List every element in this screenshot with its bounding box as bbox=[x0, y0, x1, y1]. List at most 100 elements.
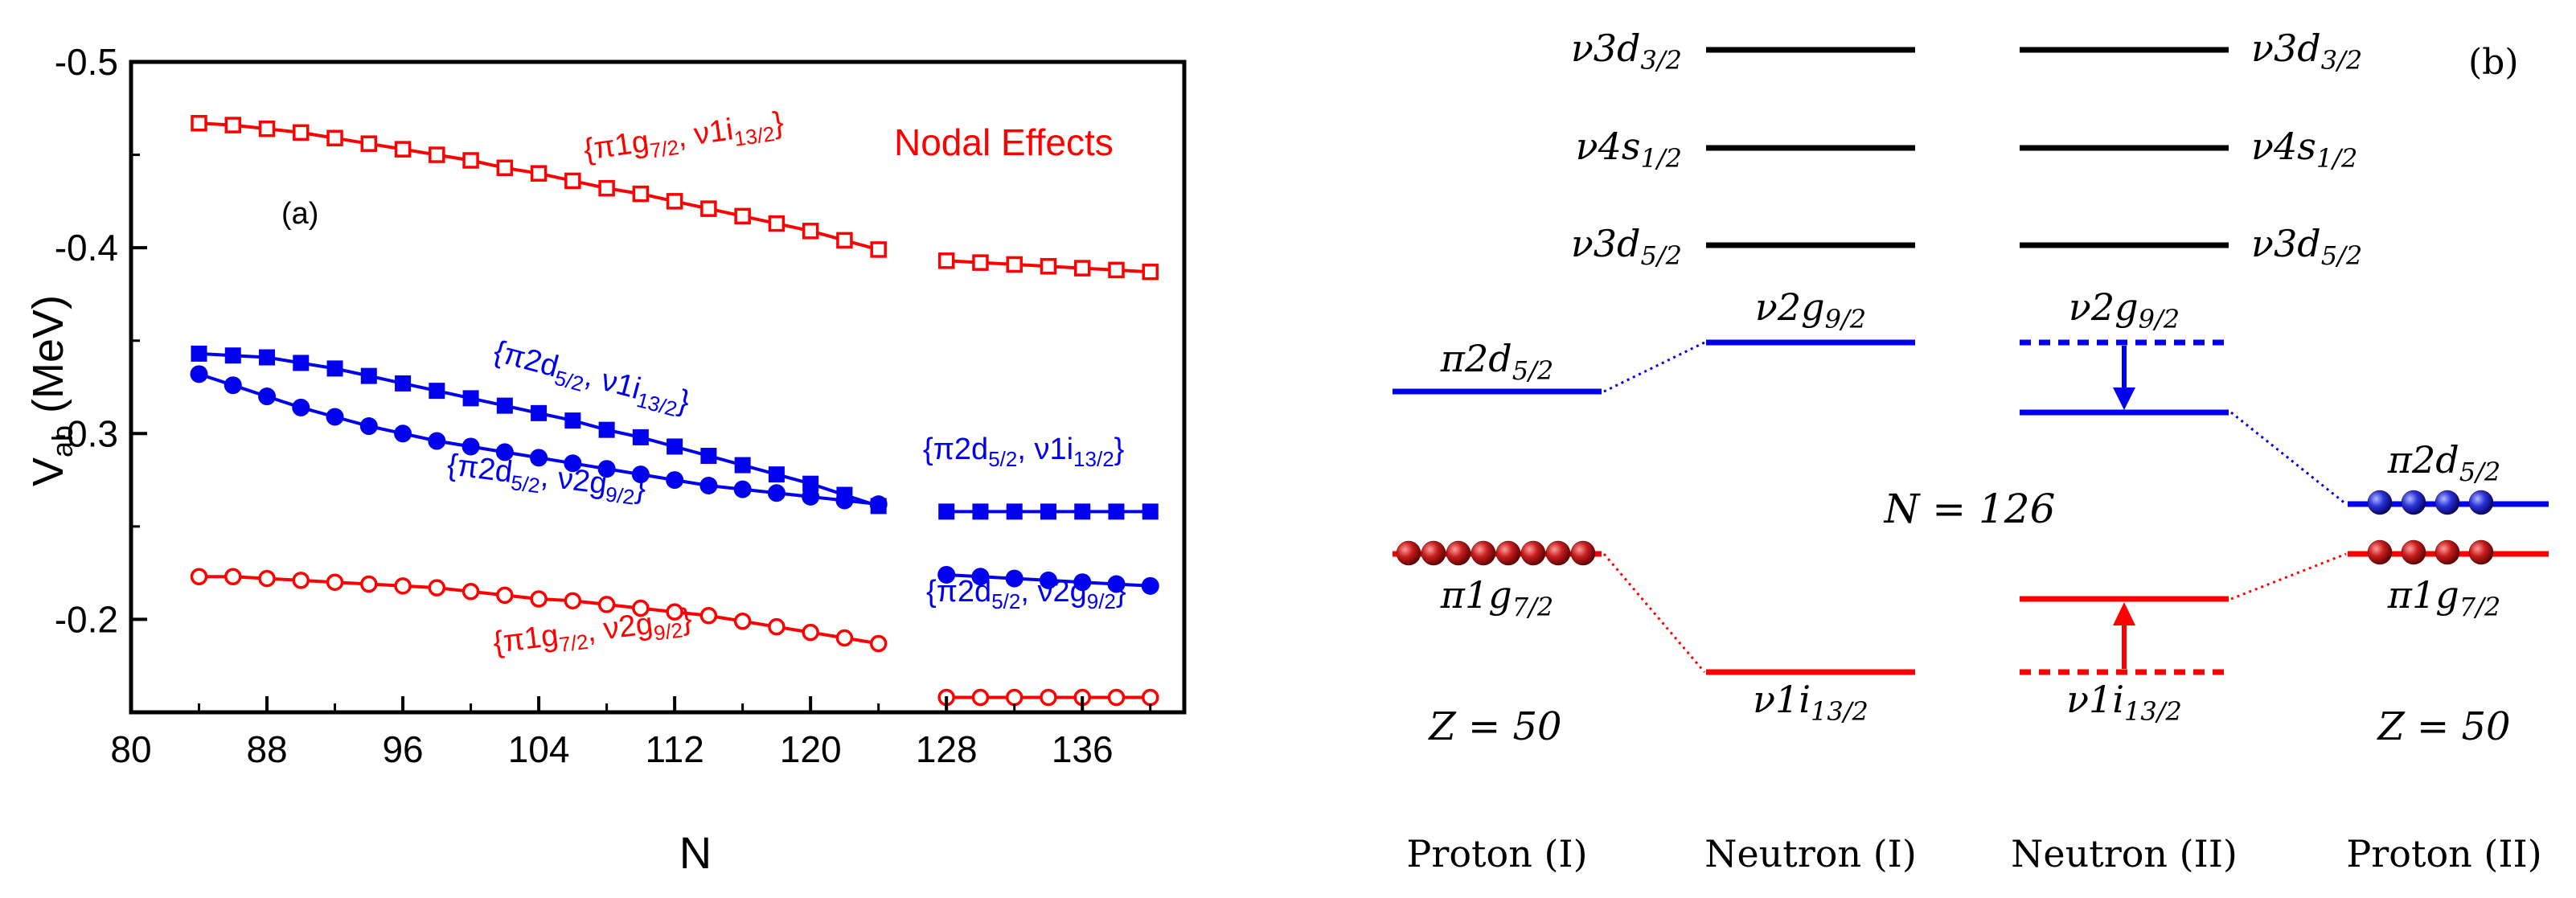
panel-a-line-chart: 80 88 96 104 112 120 128 136 -0.5 -0.4 -0.3 -0.2 (a… bbox=[24, 41, 1187, 878]
proton-ball-blue bbox=[2367, 490, 2393, 515]
proton-ball-red bbox=[2401, 539, 2426, 565]
panel-b-level-scheme: (b) ν3d3/2 ν4s1/2 ν3d5/2 ν3d3/2 ν4s1/2 ν… bbox=[1393, 27, 2549, 875]
column-proton-I: Proton (I) bbox=[1406, 832, 1587, 875]
nodal-effects-label: Nodal Effects bbox=[894, 121, 1114, 163]
data-point bbox=[1107, 688, 1126, 707]
seg: } bbox=[679, 602, 694, 637]
seg: } bbox=[634, 471, 648, 506]
data-point bbox=[1108, 261, 1125, 279]
seg: , ν1i bbox=[1017, 433, 1073, 466]
data-point bbox=[666, 603, 683, 621]
seg: , ν2g bbox=[539, 460, 609, 502]
z-label-right: Z = 50 bbox=[2376, 704, 2510, 749]
proton-ball-red bbox=[2468, 539, 2494, 565]
data-point bbox=[1039, 571, 1057, 589]
panel-a-tag: (a) bbox=[281, 197, 318, 231]
data-point bbox=[598, 421, 615, 438]
data-point bbox=[700, 200, 717, 217]
x-tick-label: 104 bbox=[508, 728, 570, 770]
data-point bbox=[598, 179, 615, 197]
label-nu2g92-neutron-II: ν2g9/2 bbox=[2069, 285, 2180, 334]
data-point bbox=[224, 347, 241, 364]
sub: 5/2 bbox=[2459, 457, 2501, 487]
sub: 13/2 bbox=[634, 387, 680, 421]
seg: {π1g bbox=[581, 125, 650, 167]
column-neutron-II: Neutron (II) bbox=[2011, 832, 2238, 875]
data-point bbox=[768, 617, 786, 636]
data-point bbox=[191, 115, 207, 132]
y-label-unit: (MeV) bbox=[24, 295, 72, 425]
sub: 7/2 bbox=[648, 135, 680, 163]
label-nu2g92-neutron-I: ν2g9/2 bbox=[1755, 285, 1866, 334]
y-label-sub: ab bbox=[46, 425, 79, 457]
data-point bbox=[360, 575, 378, 593]
data-point bbox=[802, 487, 820, 506]
proton-ball-red bbox=[1570, 540, 1596, 566]
connector-red-left bbox=[1602, 553, 1706, 673]
data-point bbox=[1040, 503, 1056, 520]
data-point bbox=[326, 360, 343, 377]
data-point bbox=[326, 408, 344, 426]
main: π2d bbox=[2387, 438, 2459, 482]
proton-ball-blue bbox=[2401, 490, 2426, 515]
data-point bbox=[836, 232, 853, 249]
series-2 bbox=[190, 365, 1159, 595]
data-point bbox=[1006, 503, 1023, 520]
y-tick-label: -0.2 bbox=[55, 598, 118, 640]
proton-ball-blue bbox=[2434, 490, 2460, 515]
data-point bbox=[733, 612, 752, 630]
main: ν1i bbox=[1753, 678, 1811, 721]
main: ν4s bbox=[2251, 125, 2316, 168]
sub: 3/2 bbox=[2321, 45, 2363, 76]
data-point bbox=[496, 397, 513, 414]
label-pi1g72-proton-I: π1g7/2 bbox=[1440, 573, 1553, 622]
seg: } bbox=[771, 105, 786, 140]
series-label-pi2d-nu2g: {π2d5/2, ν2g9/2} bbox=[445, 448, 648, 511]
plot-frame bbox=[129, 59, 1187, 715]
series-1 bbox=[191, 345, 1159, 520]
shift-arrow-head-up-icon bbox=[2113, 602, 2135, 625]
main: π1g bbox=[2387, 573, 2459, 617]
data-point bbox=[971, 688, 990, 707]
sub: 5/2 bbox=[1641, 240, 1683, 271]
sub: 7/2 bbox=[558, 629, 590, 657]
data-point bbox=[597, 596, 616, 613]
data-point bbox=[1074, 503, 1091, 520]
data-point bbox=[869, 495, 888, 514]
proton-ball-red bbox=[1396, 540, 1421, 566]
label-pi1g72-proton-II: π1g7/2 bbox=[2387, 573, 2500, 622]
data-point bbox=[293, 355, 310, 371]
data-point bbox=[394, 424, 412, 443]
seg: {π2d bbox=[923, 433, 988, 466]
main: ν2g bbox=[2069, 285, 2139, 329]
proton-ball-red bbox=[1421, 540, 1446, 566]
data-point bbox=[1142, 263, 1159, 281]
series-0 bbox=[191, 115, 1159, 281]
data-point bbox=[666, 471, 684, 490]
data-point bbox=[293, 124, 310, 141]
data-point bbox=[360, 367, 377, 384]
main: π2d bbox=[1440, 337, 1512, 380]
main: π1g bbox=[1440, 573, 1512, 617]
data-point bbox=[258, 120, 276, 137]
data-point bbox=[564, 454, 582, 473]
data-point bbox=[292, 572, 310, 589]
sub: 13/2 bbox=[1811, 696, 1868, 727]
connector-blue-right bbox=[2230, 411, 2347, 506]
data-point bbox=[835, 629, 854, 647]
data-point bbox=[632, 599, 650, 617]
data-point bbox=[495, 443, 514, 461]
pi1g72-proton-I-occupancy bbox=[1396, 540, 1596, 566]
data-point bbox=[835, 491, 854, 510]
seg: {π2d bbox=[926, 575, 991, 609]
data-point bbox=[564, 592, 582, 610]
label-nu3d32-left: ν3d3/2 bbox=[1571, 27, 1682, 76]
data-point bbox=[768, 215, 786, 232]
data-point bbox=[428, 432, 446, 450]
proton-ball-red bbox=[1446, 540, 1471, 566]
data-point bbox=[326, 573, 344, 591]
x-tick-label: 112 bbox=[645, 728, 703, 770]
main: ν3d bbox=[2251, 27, 2321, 70]
pi1g72-proton-II-occupancy bbox=[2367, 539, 2494, 565]
data-point bbox=[394, 141, 412, 158]
